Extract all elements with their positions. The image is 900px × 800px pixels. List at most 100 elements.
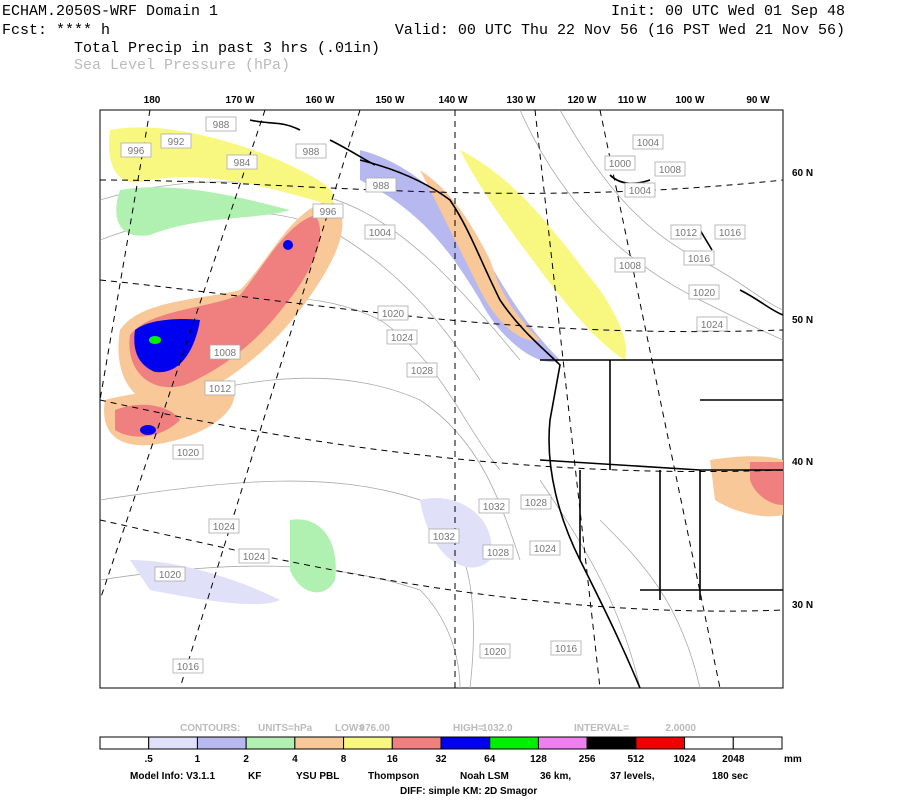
contour-info: HIGH=	[453, 723, 484, 734]
contour-info: UNITS=hPa	[258, 723, 313, 734]
init-time: Init: 00 UTC Wed 01 Sep 48	[611, 3, 845, 20]
colorbar-label: 128	[530, 754, 547, 765]
contour-label: 1008	[659, 165, 682, 176]
lat-label: 40 N	[792, 457, 813, 468]
contour-label-box	[683, 250, 715, 266]
lat-label: 60 N	[792, 168, 813, 179]
contour-label: 1016	[177, 662, 200, 673]
contour-label: 1004	[637, 138, 660, 149]
contour-label-box	[714, 224, 746, 240]
contour-label: 1000	[609, 159, 632, 170]
contour-label: 1028	[525, 498, 548, 509]
contour-label: 1004	[369, 228, 392, 239]
colorbar-swatch	[440, 736, 491, 750]
contour-label: 1008	[619, 261, 642, 272]
legend: .5 1 2 4 8 16 32 64 128 256 512 1024 2048 mm CONTOURS…	[99, 723, 802, 765]
colorbar-swatch	[245, 736, 296, 750]
colorbar-swatch	[635, 736, 686, 750]
contour-label-box	[604, 155, 636, 171]
lon-label: 120 W	[568, 95, 597, 106]
lon-label: 90 W	[746, 95, 770, 106]
contour-label: 1012	[209, 384, 232, 395]
lon-label: 160 W	[306, 95, 335, 106]
lon-label: 130 W	[507, 95, 536, 106]
contour-label-box	[295, 143, 327, 159]
contour-info: LOW=	[335, 723, 364, 734]
contour-label: 988	[373, 181, 390, 192]
contour-info: CONTOURS:	[180, 723, 240, 734]
contour-label-box	[654, 161, 686, 177]
colorbar-swatch	[196, 736, 247, 750]
contour-label: 1004	[629, 186, 652, 197]
contour-label-box	[688, 284, 720, 300]
colorbar-label: 1024	[673, 754, 696, 765]
lat-label: 50 N	[792, 315, 813, 326]
lon-label: 170 W	[226, 95, 255, 106]
contour-label-box	[478, 498, 510, 514]
contour-label: 1020	[159, 570, 182, 581]
model-info: 180 sec	[712, 771, 749, 782]
contour-label-box	[550, 640, 582, 656]
colorbar-swatch	[99, 736, 150, 750]
contour-label: 1016	[555, 644, 578, 655]
contour-label-box	[696, 316, 728, 332]
contour-label: 996	[320, 207, 337, 218]
contour-label-box	[520, 494, 552, 510]
contour-label-box	[428, 528, 460, 544]
colorbar-swatch	[148, 736, 198, 750]
contour-label-box	[624, 182, 656, 198]
contour-label-box	[172, 658, 204, 674]
colorbar-swatch	[391, 736, 442, 750]
contour-label: 1020	[382, 309, 405, 320]
colorbar-label: 16	[387, 754, 399, 765]
model-info: 37 levels,	[610, 771, 655, 782]
contour-label-box	[204, 380, 236, 396]
contour-label: 988	[303, 147, 320, 158]
contour-label: 1024	[243, 552, 266, 563]
model-info: 36 km,	[540, 771, 571, 782]
contour-label-box	[172, 444, 204, 460]
contour-label: 988	[213, 120, 230, 131]
contour-label: 1012	[675, 228, 698, 239]
model-info: Noah LSM	[460, 771, 509, 782]
colorbar-label: 64	[484, 754, 496, 765]
colorbar-label: 4	[292, 754, 298, 765]
lon-label: 180	[144, 95, 161, 106]
contour-label: 1016	[688, 254, 711, 265]
contour-label-box	[365, 177, 397, 193]
contour-info: INTERVAL=	[574, 723, 629, 734]
colorbar-label: 8	[341, 754, 347, 765]
contour-label-box	[120, 142, 152, 158]
contour-label-box	[154, 566, 186, 582]
graticule	[100, 110, 783, 688]
colorbar-swatch	[684, 736, 734, 750]
lon-label: 150 W	[376, 95, 405, 106]
field-precip: Total Precip in past 3 hrs (.01in)	[74, 40, 380, 57]
contour-label-box	[205, 116, 237, 132]
colorbar-label: 1	[195, 754, 201, 765]
field-slp: Sea Level Pressure (hPa)	[74, 57, 290, 74]
contour-label-box	[364, 224, 396, 240]
contour-label-box	[670, 224, 702, 240]
contour-label-box	[226, 154, 258, 170]
contour-label-box	[238, 548, 270, 564]
contour-label-box	[632, 134, 664, 150]
colorbar-label: .5	[145, 754, 154, 765]
colorbar-label: 2	[243, 754, 249, 765]
colorbar-label: 32	[435, 754, 447, 765]
contour-label: 1020	[693, 288, 716, 299]
contour-label-box	[614, 257, 646, 273]
contour-label: 1028	[487, 548, 510, 559]
lon-label: 110 W	[618, 95, 647, 106]
title: ECHAM.2050S-WRF Domain 1	[2, 3, 218, 20]
contour-label: 1008	[214, 348, 237, 359]
contour-label: 1028	[411, 366, 434, 377]
contour-label-box	[479, 643, 511, 659]
model-info: KF	[248, 771, 261, 782]
contour-label: 1032	[433, 532, 456, 543]
map: 996 992 988 984 988 988 996 1004 1000 1004 1008 100…	[99, 109, 784, 689]
colorbar-swatch	[294, 736, 345, 750]
contour-label-box	[208, 518, 240, 534]
lat-label: 30 N	[792, 600, 813, 611]
